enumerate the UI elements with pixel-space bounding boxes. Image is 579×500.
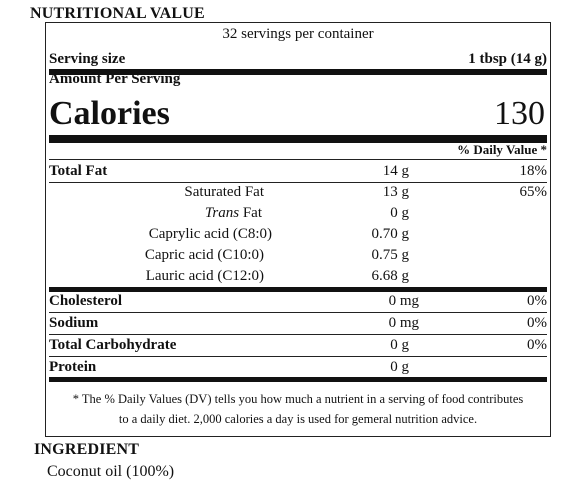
nutrient-daily-value: 18% xyxy=(519,163,548,179)
nutrient-name: Capric acid (C10:0) xyxy=(144,247,264,263)
nutrient-amount: 0 g xyxy=(390,337,409,353)
nutrient-row-capric-acid: Capric acid (C10:0) 0.75 g xyxy=(49,245,547,266)
nutrient-amount: 0 g xyxy=(390,205,409,221)
nutrient-name: Protein xyxy=(49,359,97,375)
nutrient-row-saturated-fat: Saturated Fat 13 g 65% xyxy=(49,182,547,203)
calories-row: Calories 130 xyxy=(49,93,547,143)
nutrient-name: Saturated Fat xyxy=(184,184,264,200)
serving-size-value: 1 tbsp (14 g) xyxy=(468,51,547,67)
label-title: NUTRITIONAL VALUE xyxy=(30,5,205,22)
nutrient-daily-value: 0% xyxy=(527,337,547,353)
footnote-line-2: to a daily diet. 2,000 calories a day is… xyxy=(118,412,478,426)
nutrient-daily-value: 0% xyxy=(527,315,547,331)
ingredient-heading: INGREDIENT xyxy=(34,441,140,458)
nutrient-daily-value: 0% xyxy=(527,293,547,309)
calories-label: Calories xyxy=(49,95,170,132)
serving-size-label: Serving size xyxy=(49,51,126,67)
nutrient-name: Total Carbohydrate xyxy=(49,337,177,353)
nutrient-amount: 0 g xyxy=(390,359,409,375)
nutrient-daily-value: 65% xyxy=(519,184,548,200)
nutrient-name: Lauric acid (C12:0) xyxy=(145,268,264,284)
nutrient-amount: 14 g xyxy=(382,163,409,179)
nutrient-name: Sodium xyxy=(49,315,99,331)
amount-per-serving: Amount Per Serving xyxy=(49,71,181,87)
nutrient-amount: 0 mg xyxy=(388,293,419,309)
nutrient-amount: 6.68 g xyxy=(371,268,410,284)
ingredient-text: Coconut oil (100%) xyxy=(47,463,175,480)
calories-value: 130 xyxy=(494,95,545,132)
nutrient-name: Caprylic acid (C8:0) xyxy=(148,226,272,242)
nutrient-name-italic: Trans xyxy=(204,205,240,221)
nutrient-name: Total Fat xyxy=(49,163,108,179)
servings-per-container: 32 servings per container xyxy=(222,26,374,42)
nutrient-row-cholesterol: Cholesterol 0 mg 0% xyxy=(49,291,547,313)
nutrient-amount: 0.70 g xyxy=(371,226,410,242)
nutrient-row-trans-fat: Trans Fat 0 g xyxy=(49,203,547,224)
nutrient-row-caprylic-acid: Caprylic acid (C8:0) 0.70 g xyxy=(49,224,547,245)
nutrient-row-sodium: Sodium 0 mg 0% xyxy=(49,313,547,335)
nutrient-name-rest: Fat xyxy=(242,205,262,221)
nutrient-amount: 13 g xyxy=(382,184,409,200)
nutrition-facts-panel: 32 servings per container Serving size 1… xyxy=(45,22,551,437)
nutrient-name: Cholesterol xyxy=(49,293,123,309)
nutrient-row-lauric-acid: Lauric acid (C12:0) 6.68 g xyxy=(49,266,547,292)
nutrient-row-total-carbohydrate: Total Carbohydrate 0 g 0% xyxy=(49,335,547,357)
daily-value-footnote: * The % Daily Values (DV) tells you how … xyxy=(46,389,550,429)
daily-value-header-text: % Daily Value * xyxy=(457,142,547,157)
serving-size-row: Serving size 1 tbsp (14 g) xyxy=(49,49,547,75)
footnote-line-1: * The % Daily Values (DV) tells you how … xyxy=(72,392,524,406)
nutrient-row-total-fat: Total Fat 14 g 18% xyxy=(49,161,547,183)
nutrient-name: Trans Fat xyxy=(49,205,262,222)
nutrient-amount: 0.75 g xyxy=(371,247,410,263)
daily-value-header: % Daily Value * xyxy=(49,141,547,160)
nutrient-row-protein: Protein 0 g xyxy=(49,357,547,382)
nutrient-amount: 0 mg xyxy=(388,315,419,331)
